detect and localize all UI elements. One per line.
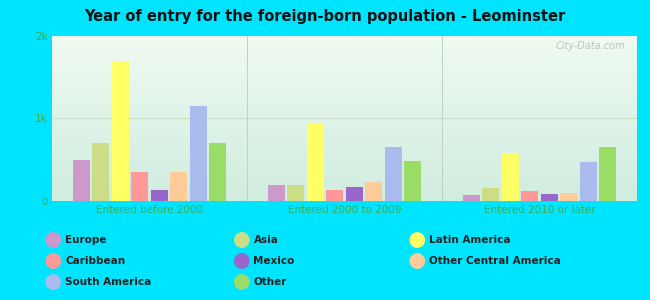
Bar	[92, 143, 109, 201]
Bar	[560, 193, 577, 201]
Bar	[73, 160, 90, 201]
Bar	[131, 172, 148, 201]
Bar	[307, 123, 324, 201]
Bar	[112, 61, 129, 201]
Bar	[385, 147, 402, 201]
Text: City-Data.com: City-Data.com	[556, 41, 625, 51]
Text: Europe: Europe	[65, 235, 107, 245]
Text: Year of entry for the foreign-born population - Leominster: Year of entry for the foreign-born popul…	[84, 9, 566, 24]
Bar	[404, 161, 421, 201]
Bar	[287, 184, 304, 201]
Bar	[521, 191, 538, 201]
Bar	[482, 188, 499, 201]
Text: Caribbean: Caribbean	[65, 256, 125, 266]
Bar	[463, 195, 480, 201]
Text: Mexico: Mexico	[254, 256, 295, 266]
Bar	[346, 187, 363, 201]
Text: Latin America: Latin America	[429, 235, 510, 245]
Text: Other Central America: Other Central America	[429, 256, 561, 266]
Bar	[326, 190, 343, 201]
Bar	[502, 153, 519, 201]
Bar	[268, 184, 285, 201]
Bar	[170, 172, 187, 201]
Bar	[190, 106, 207, 201]
Bar	[599, 146, 616, 201]
Bar	[580, 162, 597, 201]
Text: Other: Other	[254, 277, 287, 287]
Bar	[151, 190, 168, 201]
Bar	[541, 194, 558, 201]
Text: South America: South America	[65, 277, 151, 287]
Bar	[365, 182, 382, 201]
Bar	[209, 143, 226, 201]
Text: Asia: Asia	[254, 235, 278, 245]
